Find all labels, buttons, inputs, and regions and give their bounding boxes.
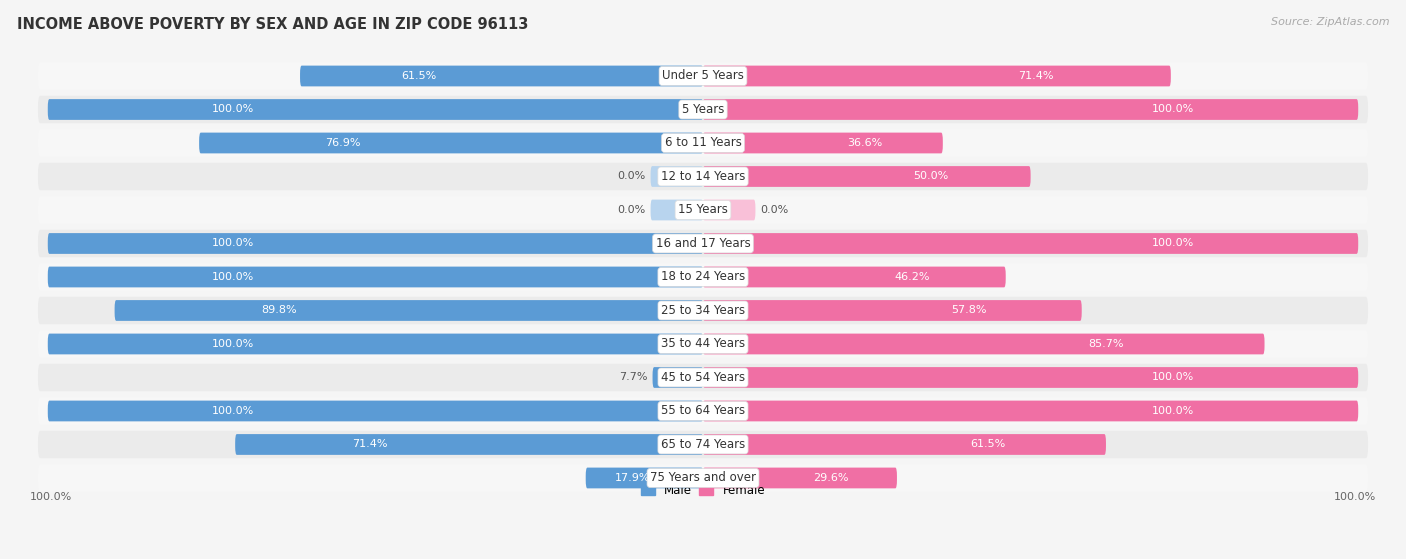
FancyBboxPatch shape <box>38 230 1368 257</box>
Text: 55 to 64 Years: 55 to 64 Years <box>661 405 745 418</box>
FancyBboxPatch shape <box>651 200 703 220</box>
Text: 100.0%: 100.0% <box>211 105 254 115</box>
Text: 100.0%: 100.0% <box>211 339 254 349</box>
FancyBboxPatch shape <box>703 300 1081 321</box>
FancyBboxPatch shape <box>38 263 1368 291</box>
FancyBboxPatch shape <box>703 467 897 489</box>
Text: 85.7%: 85.7% <box>1088 339 1125 349</box>
Text: Under 5 Years: Under 5 Years <box>662 69 744 83</box>
Text: 25 to 34 Years: 25 to 34 Years <box>661 304 745 317</box>
FancyBboxPatch shape <box>38 431 1368 458</box>
Text: 18 to 24 Years: 18 to 24 Years <box>661 271 745 283</box>
Text: 29.6%: 29.6% <box>813 473 848 483</box>
FancyBboxPatch shape <box>48 233 703 254</box>
FancyBboxPatch shape <box>703 267 1005 287</box>
Text: 75 Years and over: 75 Years and over <box>650 471 756 485</box>
Text: 7.7%: 7.7% <box>619 372 647 382</box>
Text: 46.2%: 46.2% <box>894 272 929 282</box>
Text: 50.0%: 50.0% <box>914 172 949 182</box>
FancyBboxPatch shape <box>38 62 1368 90</box>
Text: 12 to 14 Years: 12 to 14 Years <box>661 170 745 183</box>
Text: 35 to 44 Years: 35 to 44 Years <box>661 338 745 350</box>
FancyBboxPatch shape <box>703 99 1358 120</box>
FancyBboxPatch shape <box>38 330 1368 358</box>
FancyBboxPatch shape <box>200 132 703 153</box>
FancyBboxPatch shape <box>703 401 1358 421</box>
FancyBboxPatch shape <box>38 129 1368 157</box>
Text: 100.0%: 100.0% <box>1334 492 1376 502</box>
FancyBboxPatch shape <box>38 464 1368 492</box>
Text: 100.0%: 100.0% <box>1152 372 1195 382</box>
FancyBboxPatch shape <box>703 434 1107 455</box>
Text: 61.5%: 61.5% <box>970 439 1005 449</box>
FancyBboxPatch shape <box>48 334 703 354</box>
Text: 57.8%: 57.8% <box>952 305 987 315</box>
FancyBboxPatch shape <box>38 397 1368 425</box>
Text: 0.0%: 0.0% <box>617 205 645 215</box>
Text: 71.4%: 71.4% <box>352 439 388 449</box>
Text: 100.0%: 100.0% <box>30 492 72 502</box>
Text: 45 to 54 Years: 45 to 54 Years <box>661 371 745 384</box>
FancyBboxPatch shape <box>299 65 703 87</box>
Text: 65 to 74 Years: 65 to 74 Years <box>661 438 745 451</box>
Legend: Male, Female: Male, Female <box>636 479 770 501</box>
FancyBboxPatch shape <box>38 96 1368 123</box>
Text: 16 and 17 Years: 16 and 17 Years <box>655 237 751 250</box>
FancyBboxPatch shape <box>651 166 703 187</box>
FancyBboxPatch shape <box>235 434 703 455</box>
Text: 71.4%: 71.4% <box>1018 71 1054 81</box>
FancyBboxPatch shape <box>48 267 703 287</box>
FancyBboxPatch shape <box>48 401 703 421</box>
Text: 5 Years: 5 Years <box>682 103 724 116</box>
FancyBboxPatch shape <box>115 300 703 321</box>
FancyBboxPatch shape <box>703 65 1171 87</box>
Text: 76.9%: 76.9% <box>325 138 360 148</box>
FancyBboxPatch shape <box>38 163 1368 190</box>
Text: 36.6%: 36.6% <box>848 138 883 148</box>
Text: 100.0%: 100.0% <box>1152 105 1195 115</box>
FancyBboxPatch shape <box>48 99 703 120</box>
Text: 6 to 11 Years: 6 to 11 Years <box>665 136 741 149</box>
Text: 0.0%: 0.0% <box>617 172 645 182</box>
Text: 15 Years: 15 Years <box>678 203 728 216</box>
Text: Source: ZipAtlas.com: Source: ZipAtlas.com <box>1271 17 1389 27</box>
Text: 89.8%: 89.8% <box>262 305 297 315</box>
FancyBboxPatch shape <box>38 297 1368 324</box>
Text: 100.0%: 100.0% <box>1152 406 1195 416</box>
FancyBboxPatch shape <box>586 467 703 489</box>
FancyBboxPatch shape <box>652 367 703 388</box>
Text: INCOME ABOVE POVERTY BY SEX AND AGE IN ZIP CODE 96113: INCOME ABOVE POVERTY BY SEX AND AGE IN Z… <box>17 17 529 32</box>
FancyBboxPatch shape <box>703 233 1358 254</box>
FancyBboxPatch shape <box>703 334 1264 354</box>
Text: 100.0%: 100.0% <box>211 239 254 249</box>
FancyBboxPatch shape <box>703 200 755 220</box>
Text: 100.0%: 100.0% <box>211 272 254 282</box>
Text: 17.9%: 17.9% <box>614 473 651 483</box>
FancyBboxPatch shape <box>703 132 943 153</box>
FancyBboxPatch shape <box>38 364 1368 391</box>
Text: 100.0%: 100.0% <box>1152 239 1195 249</box>
FancyBboxPatch shape <box>38 196 1368 224</box>
Text: 0.0%: 0.0% <box>761 205 789 215</box>
Text: 61.5%: 61.5% <box>401 71 436 81</box>
FancyBboxPatch shape <box>703 166 1031 187</box>
FancyBboxPatch shape <box>703 367 1358 388</box>
Text: 100.0%: 100.0% <box>211 406 254 416</box>
